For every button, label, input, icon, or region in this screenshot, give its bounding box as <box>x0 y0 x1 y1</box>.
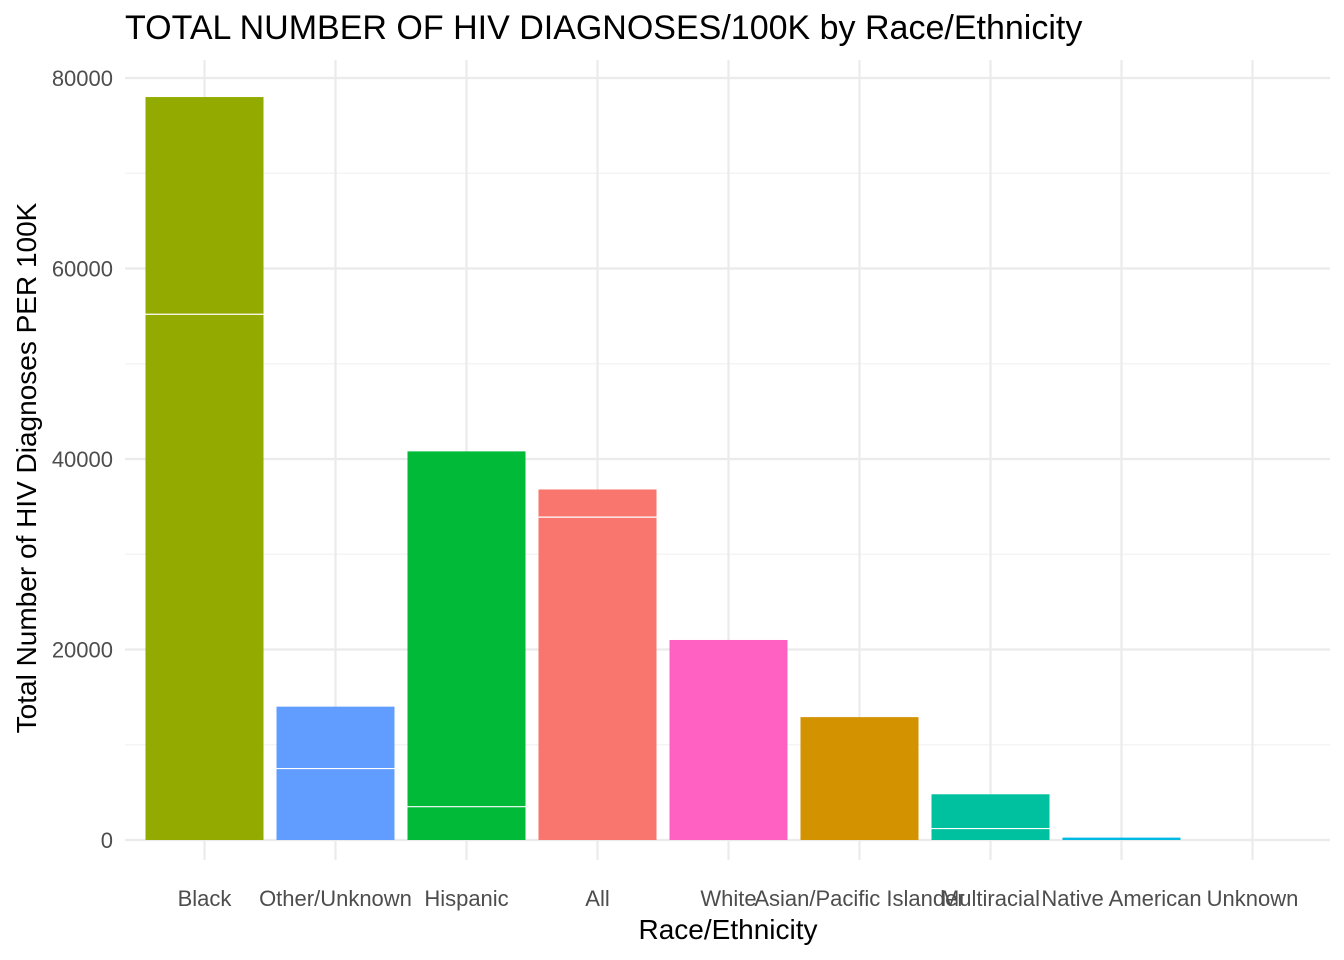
bars <box>145 97 1181 841</box>
bar-segment <box>276 706 395 769</box>
x-tick-label: Asian/Pacific Islander <box>754 886 964 911</box>
bar-segment <box>407 806 526 840</box>
bar-segment <box>538 489 657 518</box>
x-tick-label: White <box>700 886 756 911</box>
x-tick-label: Hispanic <box>424 886 508 911</box>
y-axis-title: Total Number of HIV Diagnoses PER 100K <box>11 202 42 733</box>
bar-segment <box>276 768 395 840</box>
bar-segment <box>538 517 657 840</box>
y-tick-label: 40000 <box>52 447 113 472</box>
bar-segment <box>800 717 919 840</box>
bar-segment <box>407 451 526 807</box>
y-tick-label: 0 <box>101 828 113 853</box>
chart-title: TOTAL NUMBER OF HIV DIAGNOSES/100K by Ra… <box>125 9 1082 47</box>
x-tick-label: All <box>585 886 609 911</box>
x-tick-label: Unknown <box>1207 886 1299 911</box>
x-tick-label: Black <box>178 886 233 911</box>
bar-segment <box>669 639 788 840</box>
y-tick-label: 80000 <box>52 66 113 91</box>
y-tick-label: 60000 <box>52 257 113 282</box>
bar-segment <box>931 794 1050 829</box>
bar-segment <box>145 97 264 315</box>
y-axis-ticks: 0 20000 40000 60000 80000 <box>52 66 113 853</box>
bar-segment <box>931 828 1050 840</box>
x-axis-title: Race/Ethnicity <box>639 914 818 945</box>
x-tick-label: Multiracial <box>941 886 1040 911</box>
bar-segment <box>1062 837 1181 840</box>
bar-segment <box>145 314 264 841</box>
y-tick-label: 20000 <box>52 638 113 663</box>
x-tick-label: Other/Unknown <box>259 886 412 911</box>
x-axis-ticks: Black Other/Unknown Hispanic All WhiteAsian/… <box>178 886 1299 911</box>
x-tick-label: Native American <box>1041 886 1201 911</box>
